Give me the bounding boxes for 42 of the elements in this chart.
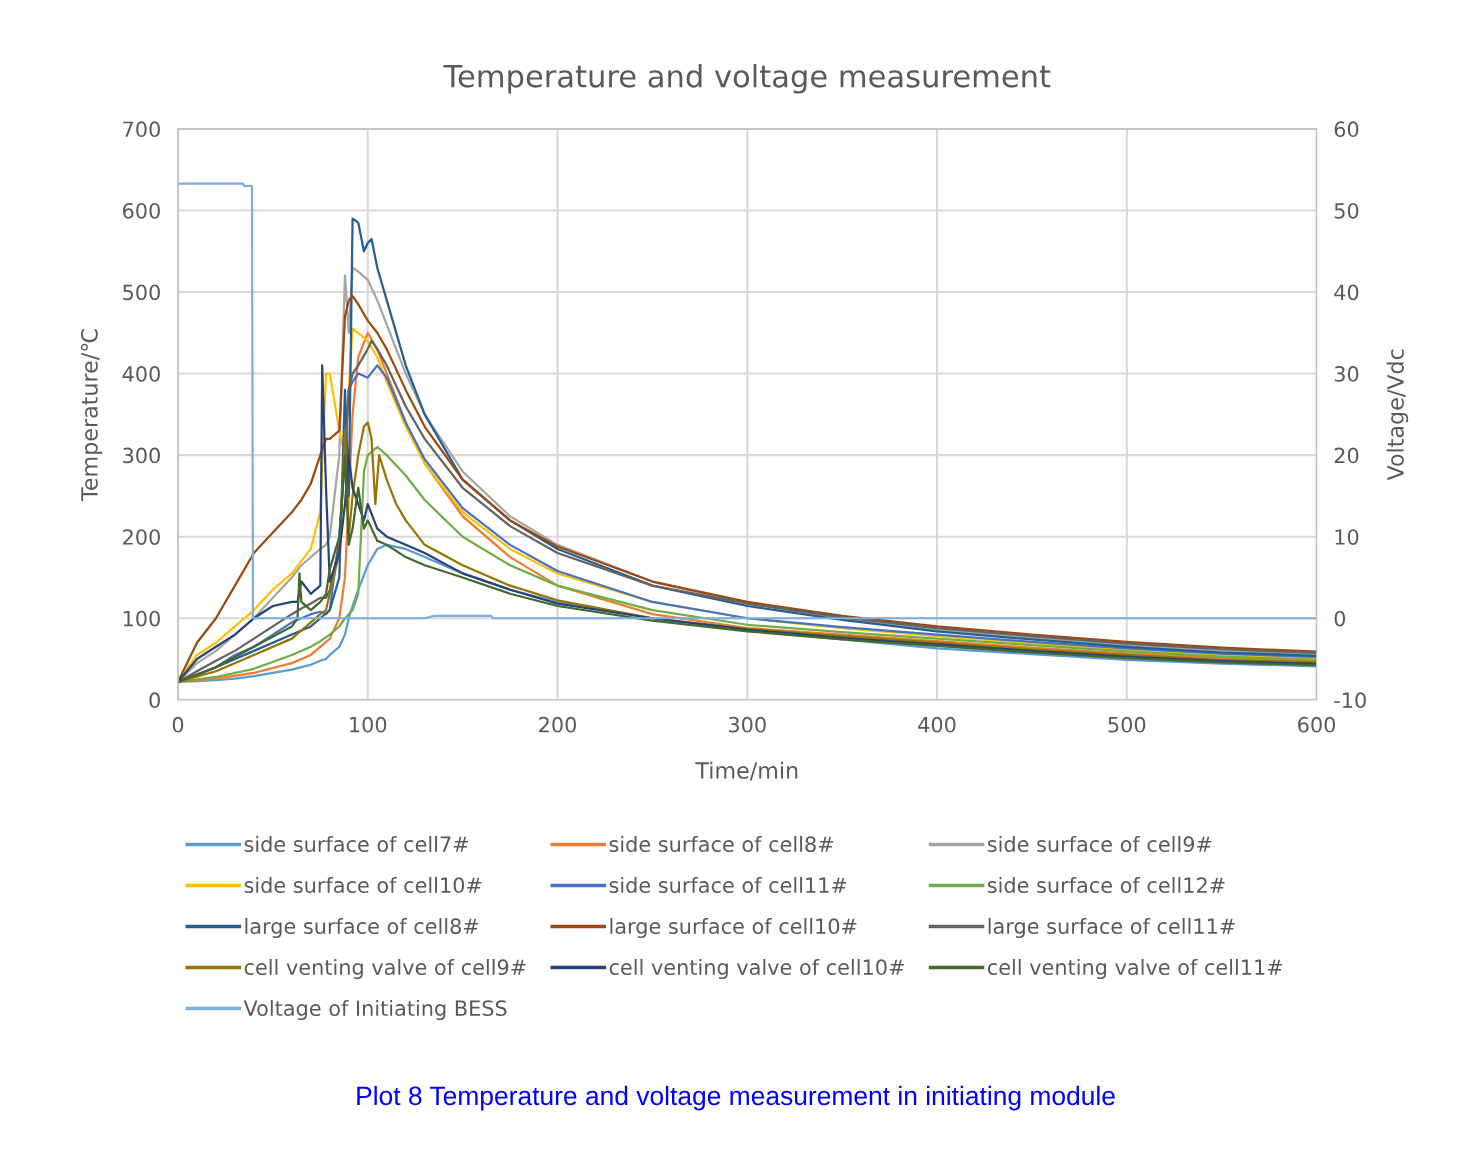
y2-tick-label: 50 <box>1334 202 1359 219</box>
y2-tick-label: 0 <box>1334 610 1346 627</box>
legend-label: cell venting valve of cell11# <box>987 958 1283 980</box>
x-tick-label: 500 <box>1108 716 1146 733</box>
x-tick-label: 600 <box>1298 716 1336 733</box>
legend-label: cell venting valve of cell10# <box>609 958 904 980</box>
y-axis-title: Temperature/℃ <box>81 329 103 502</box>
legend-label: cell venting valve of cell9# <box>244 958 526 980</box>
y-tick-label: 100 <box>123 610 160 627</box>
x-tick-label: 0 <box>172 716 184 733</box>
x-tick-label: 300 <box>728 716 766 733</box>
y2-axis-title: Voltage/Vdc <box>1386 349 1409 481</box>
legend-label: Voltage of Initiating BESS <box>243 999 507 1021</box>
legend-label: side surface of cell8# <box>609 835 834 853</box>
text: Plot 8 Temperature and voltage measurement in initiating module <box>357 1085 1115 1111</box>
legend-label: large surface of cell11# <box>988 917 1235 939</box>
legend-label: side surface of cell11# <box>609 876 847 894</box>
y2-tick-label: -10 <box>1334 692 1366 709</box>
legend-label: large surface of cell8# <box>245 917 479 939</box>
y-tick-label: 0 <box>149 692 160 709</box>
y-tick-label: 500 <box>123 284 160 301</box>
x-axis-title: Time/min <box>695 761 798 781</box>
y-tick-label: 400 <box>122 366 160 382</box>
chart-title: Temperature and voltage measurement <box>443 64 1051 94</box>
x-tick-label: 100 <box>350 716 387 733</box>
y-tick-label: 700 <box>123 121 160 138</box>
legend-label: side surface of cell7# <box>244 835 469 853</box>
y-tick-label: 200 <box>123 529 160 545</box>
legend-label: side surface of cell9# <box>987 835 1212 853</box>
y-tick-label: 600 <box>123 202 160 219</box>
y2-tick-label: 30 <box>1334 366 1359 382</box>
y2-tick-label: 10 <box>1335 529 1359 545</box>
x-tick-label: 200 <box>539 716 577 733</box>
y-tick-label: 300 <box>123 447 160 464</box>
legend-label: side surface of cell10# <box>244 876 482 894</box>
legend-label: large surface of cell10# <box>610 917 857 939</box>
line-series <box>177 182 1317 620</box>
y2-tick-label: 20 <box>1334 447 1359 464</box>
y2-tick-label: 60 <box>1334 121 1359 138</box>
x-tick-label: 400 <box>918 716 956 733</box>
legend-label: side surface of cell12# <box>987 876 1225 894</box>
y2-tick-label: 40 <box>1334 284 1359 301</box>
